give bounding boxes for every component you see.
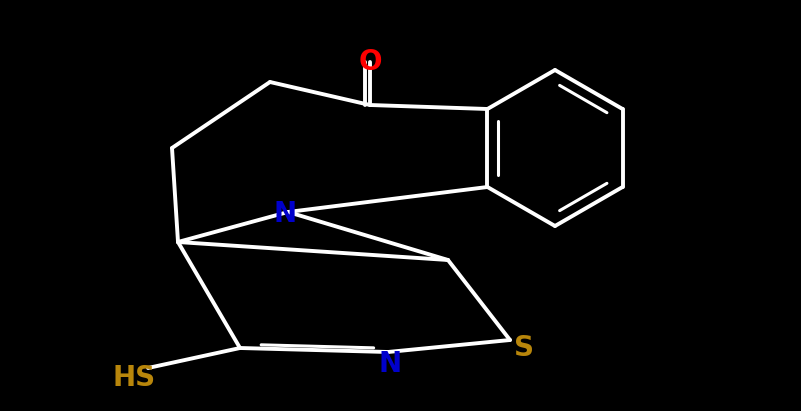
Text: N: N bbox=[273, 200, 296, 228]
Text: N: N bbox=[378, 350, 401, 378]
Text: S: S bbox=[514, 334, 534, 362]
Text: O: O bbox=[358, 48, 382, 76]
Text: HS: HS bbox=[112, 364, 155, 392]
